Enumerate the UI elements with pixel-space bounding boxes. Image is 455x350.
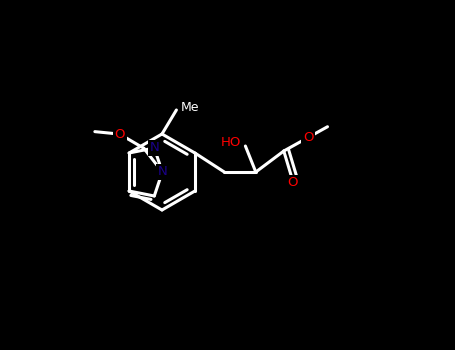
Text: O: O	[288, 176, 298, 189]
Text: Me: Me	[180, 102, 199, 114]
Text: O: O	[115, 128, 125, 141]
Text: HO: HO	[221, 135, 242, 148]
Text: N: N	[157, 166, 167, 178]
Text: N: N	[149, 141, 159, 154]
Text: O: O	[303, 131, 313, 144]
